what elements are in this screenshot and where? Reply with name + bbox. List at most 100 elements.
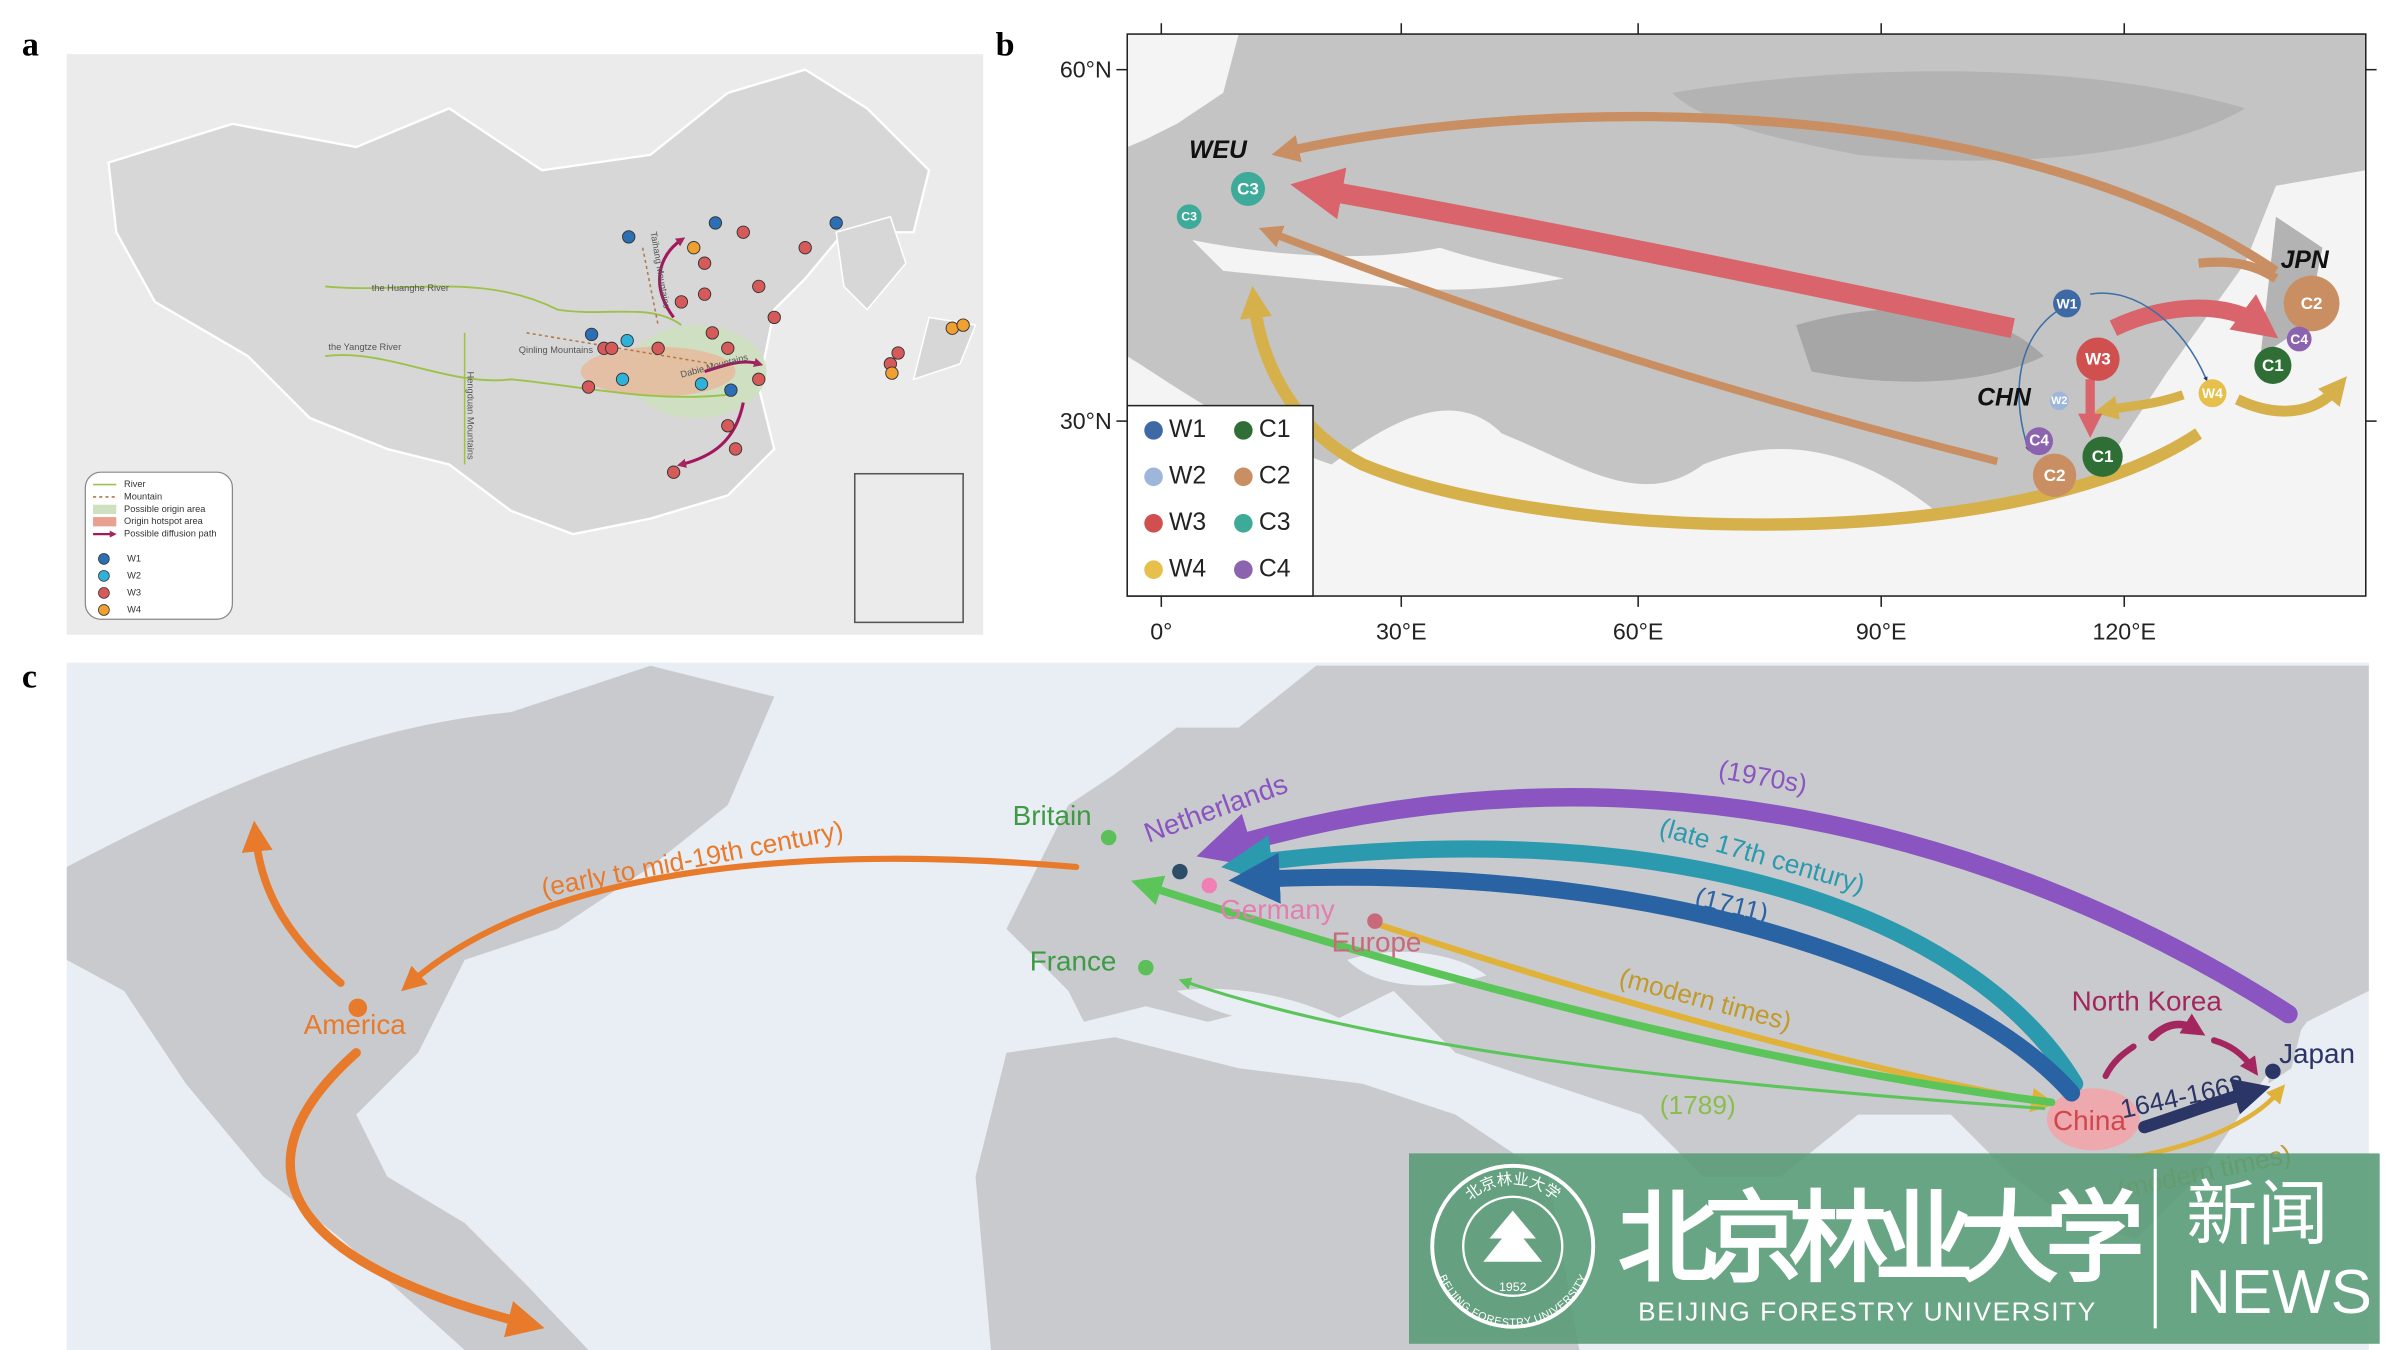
map-shape — [1672, 71, 2246, 161]
map-shape — [1126, 33, 2367, 597]
map-shape — [708, 216, 723, 230]
university-name-en: BEIJING FORESTRY UNIVERSITY — [1638, 1297, 2097, 1327]
map-shape — [687, 241, 701, 255]
map-shape — [752, 372, 766, 386]
map-shape — [704, 358, 764, 374]
map-shape — [2025, 427, 2054, 456]
map-shape — [2198, 257, 2279, 283]
map-shape — [1462, 1195, 1564, 1297]
map-shape — [2283, 275, 2340, 332]
map-shape — [1131, 875, 2056, 1107]
map-label: the Huanghe River — [372, 283, 449, 293]
map-shape — [605, 341, 619, 355]
lon-tick-label: 30°E — [1376, 618, 1427, 644]
node-label: C3 — [1181, 210, 1197, 224]
region-label: CHN — [1977, 385, 2032, 412]
map-shape — [1234, 467, 1253, 487]
map-shape — [2126, 1084, 2286, 1161]
map-shape — [2082, 436, 2123, 477]
map-shape — [2254, 346, 2292, 384]
map-shape — [1176, 204, 1202, 230]
panel-b-nodes: C3 C3 W1 W3 W2 C4 C2 C1 C2 C4 C1 W4 — [1176, 171, 2340, 497]
map-shape — [697, 256, 712, 270]
map-shape — [2148, 1013, 2206, 1042]
place-label: America — [304, 1009, 407, 1040]
legend-label: C3 — [1259, 509, 1291, 536]
map-shape — [98, 553, 110, 565]
lat-tick-label: 30°N — [1060, 408, 1112, 434]
news-cn: 新闻 — [2186, 1176, 2328, 1255]
map-shape — [584, 327, 599, 342]
lon-tick-label: 90°E — [1856, 618, 1907, 644]
map-shape — [2210, 1037, 2259, 1076]
map-shape — [1144, 421, 1163, 440]
map-shape — [694, 377, 709, 391]
node-label: C4 — [2029, 433, 2049, 450]
map-shape — [2286, 326, 2312, 352]
panel-c-points — [348, 829, 2281, 1080]
map-shape — [1290, 167, 2015, 339]
map-shape — [615, 372, 630, 386]
lon-tick-label: 120°E — [2092, 618, 2156, 644]
map-shape — [2102, 1043, 2137, 1080]
legend-label: C4 — [1259, 555, 1291, 582]
watermark: 北京林业大学 BEIJING FORESTRY UNIVERSITY 1952 … — [1409, 1153, 2380, 1344]
map-shape — [835, 215, 907, 311]
map-shape — [798, 241, 812, 255]
map-shape — [728, 442, 743, 456]
place-label: Britain — [1013, 800, 1092, 831]
place-label: Europe — [1332, 927, 1422, 958]
map-shape — [1258, 225, 1999, 466]
place-label: China — [2053, 1105, 2126, 1136]
map-shape — [348, 998, 368, 1018]
place-label: Japan — [2279, 1038, 2355, 1069]
place-label: North Korea — [2072, 986, 2223, 1017]
region-label: WEU — [1189, 137, 1248, 164]
node-label: C3 — [1237, 179, 1259, 198]
map-shape — [98, 604, 110, 616]
map-shape — [651, 341, 665, 355]
map-shape — [697, 287, 712, 301]
map-label: Qinling Mountains — [519, 345, 594, 355]
map-shape — [853, 472, 964, 624]
map-shape — [84, 471, 234, 620]
map-shape — [1230, 171, 1266, 206]
map-shape — [1234, 421, 1253, 440]
map-shape — [98, 570, 110, 582]
map-shape — [1234, 560, 1253, 580]
map-shape — [658, 237, 686, 319]
node-label: C2 — [2301, 294, 2323, 313]
map-shape — [829, 216, 843, 230]
news-en: NEWS — [2186, 1258, 2372, 1327]
map-shape — [1430, 1163, 1596, 1329]
map-shape: 0° 30°E 60°E 90°E 120°E — [1150, 618, 2156, 644]
map-shape — [1234, 513, 1253, 533]
node-label: C1 — [2092, 447, 2114, 466]
map-shape — [1138, 959, 1154, 976]
node-label: C4 — [2290, 331, 2308, 347]
map-shape — [285, 1048, 545, 1338]
legend-label: W4 — [127, 604, 141, 614]
period-label: (1789) — [1660, 1090, 1736, 1120]
legend-label: W3 — [1169, 509, 1206, 536]
map-shape — [1239, 285, 2202, 531]
map-shape — [1116, 23, 2377, 607]
map-shape: 60°N 30°N — [1060, 56, 1112, 433]
map-shape — [620, 333, 634, 348]
map-shape — [1196, 787, 2298, 1024]
node-label: C2 — [2044, 466, 2066, 485]
map-shape — [721, 341, 735, 355]
legend-label: W3 — [127, 587, 141, 597]
map-shape — [1221, 835, 2084, 1093]
map-shape — [1100, 829, 1117, 846]
map-shape: WEU CHN JPN — [1189, 137, 2330, 412]
map-shape — [2046, 1088, 2140, 1151]
map-shape — [1127, 34, 1239, 148]
panel-label: a — [22, 27, 39, 64]
map-shape — [1483, 1210, 1543, 1262]
legend-label: C1 — [1259, 416, 1291, 443]
map-shape — [1172, 863, 1188, 880]
map-shape — [2138, 1078, 2271, 1134]
map-shape — [2032, 453, 2077, 497]
